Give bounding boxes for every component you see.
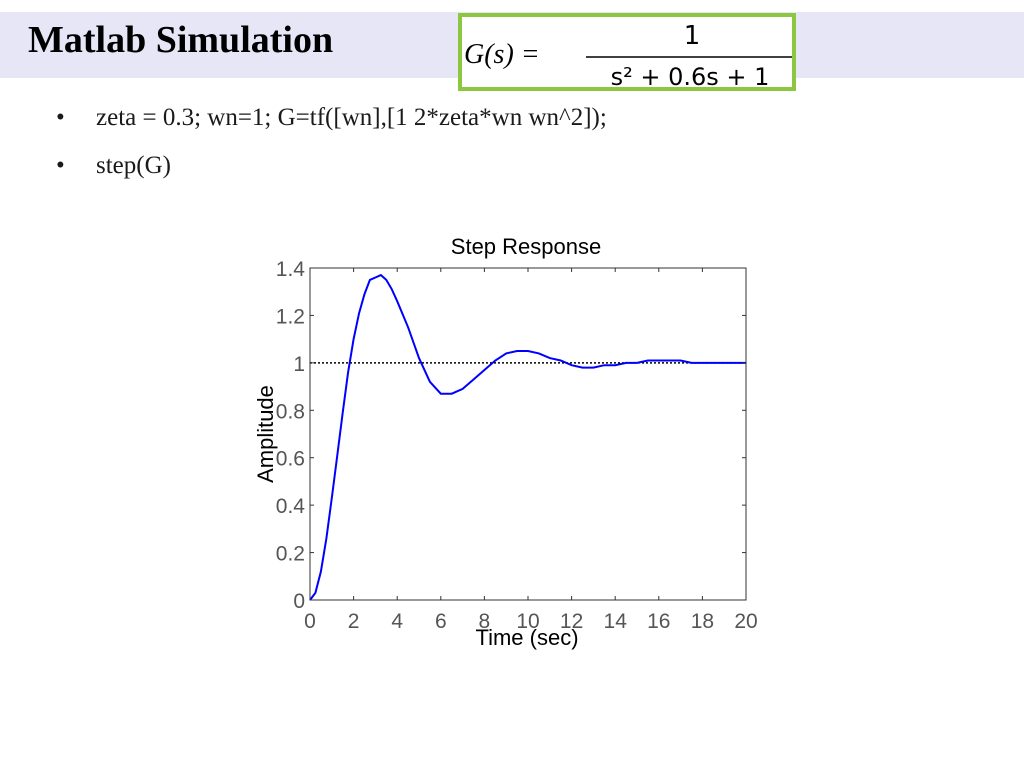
x-tick-label: 2 <box>348 610 360 633</box>
x-tick-label: 12 <box>560 610 583 633</box>
x-tick-label: 20 <box>734 610 757 633</box>
plot-area <box>309 267 747 601</box>
bullet-text: step(G) <box>96 152 171 179</box>
x-axis-title: Time (sec) <box>475 625 578 650</box>
step-response-line <box>309 273 746 601</box>
y-tick-label: 1 <box>293 353 305 376</box>
y-tick-label: 0.4 <box>276 495 306 518</box>
chart-title: Step Response <box>451 234 601 259</box>
formula-numerator: 1 <box>684 21 701 51</box>
y-tick-label: 1.4 <box>276 258 306 281</box>
x-tick-label: 18 <box>691 610 714 633</box>
x-tick-label: 16 <box>647 610 670 633</box>
bullet-dot: • <box>56 104 65 131</box>
y-axis-title: Amplitude <box>253 385 278 483</box>
formula-lhs: G(s) = <box>464 39 540 70</box>
bullet-list: • zeta = 0.3; wn=1; G=tf([wn],[1 2*zeta*w… <box>56 104 607 200</box>
bullet-item: • step(G) <box>56 152 607 200</box>
y-tick-label: 1.2 <box>276 305 305 328</box>
y-tick-label: 0.2 <box>276 543 305 566</box>
bullet-dot: • <box>56 152 65 179</box>
bullet-text: zeta = 0.3; wn=1; G=tf([wn],[1 2*zeta*wn… <box>96 104 607 131</box>
x-ticks: 0 2 4 6 8 10 12 14 16 18 20 <box>304 268 758 633</box>
x-tick-label: 6 <box>435 610 447 633</box>
transfer-function-formula: G(s) = 1 s² + 0.6s + 1 <box>458 13 796 91</box>
y-tick-label: 0.8 <box>276 400 305 423</box>
y-tick-label: 0.6 <box>276 448 305 471</box>
x-tick-label: 8 <box>479 610 491 633</box>
slide-title: Matlab Simulation <box>28 19 334 61</box>
series-group <box>309 273 746 601</box>
y-tick-label: 0 <box>293 590 305 613</box>
x-tick-label: 10 <box>516 610 539 633</box>
formula-denominator: s² + 0.6s + 1 <box>611 63 770 87</box>
formula-svg: G(s) = 1 s² + 0.6s + 1 <box>464 21 794 91</box>
x-tick-label: 4 <box>391 610 403 633</box>
x-tick-label: 14 <box>604 610 628 633</box>
y-ticks: 0 0.2 0.4 0.6 0.8 1 1.2 1.4 <box>276 258 746 613</box>
x-tick-label: 0 <box>304 610 316 633</box>
plot-frame <box>309 267 747 601</box>
bullet-item: • zeta = 0.3; wn=1; G=tf([wn],[1 2*zeta*w… <box>56 104 607 152</box>
